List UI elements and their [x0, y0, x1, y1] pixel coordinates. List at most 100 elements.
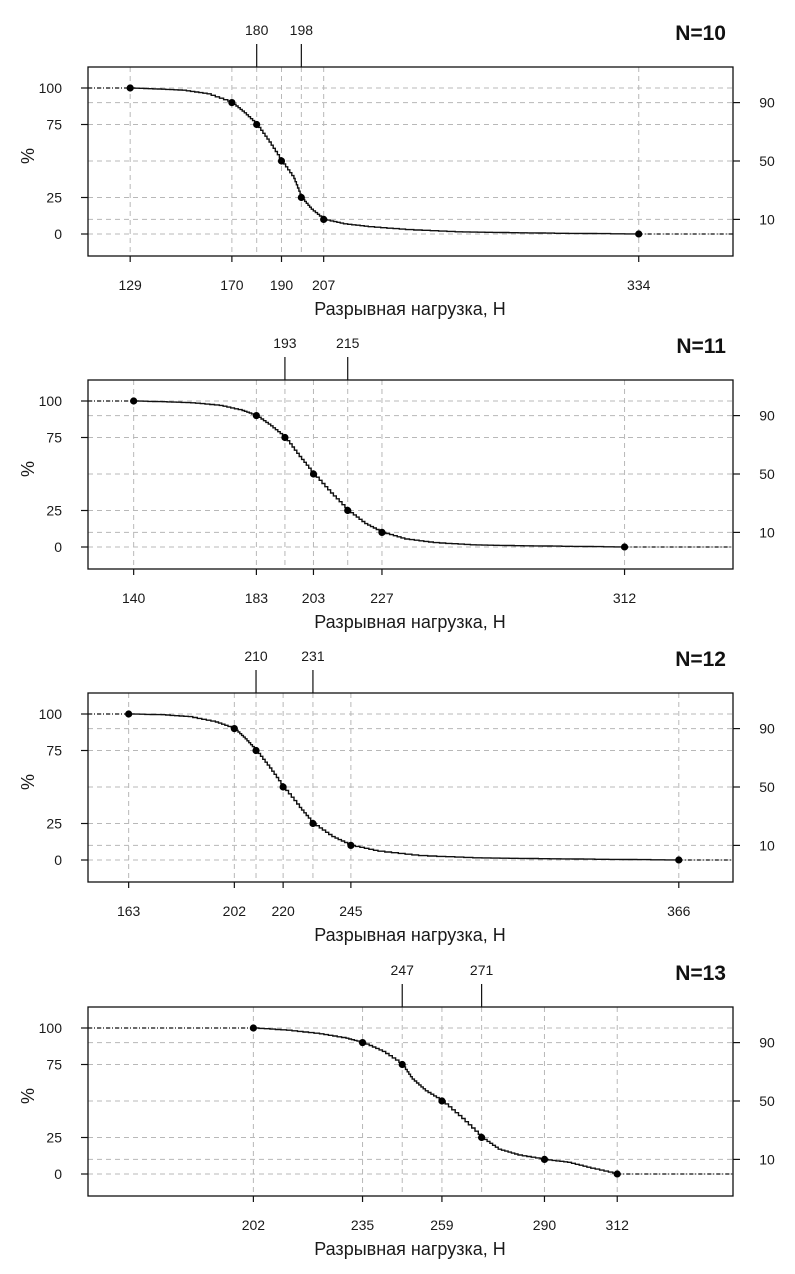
data-point [309, 819, 317, 828]
grid [88, 380, 733, 569]
y-tick-label-right: 10 [759, 524, 775, 540]
y-tick-label-right: 50 [759, 1093, 775, 1109]
data-point [252, 412, 260, 420]
y-tick-label-left: 25 [46, 503, 62, 519]
data-point [309, 470, 318, 478]
y-tick-label-right: 90 [759, 408, 775, 424]
x-axis-title: Разрывная нагрузка, Н [314, 612, 506, 632]
data-point [281, 433, 289, 442]
x-tick-label-bottom: 220 [271, 903, 295, 919]
data-point [320, 215, 328, 223]
panel-title: N=10 [675, 22, 726, 45]
x-tick-label-bottom: 366 [667, 903, 691, 919]
x-tick-label-bottom: 334 [627, 277, 651, 293]
data-point [230, 725, 238, 733]
y-tick-label-left: 100 [39, 80, 63, 96]
data-point [130, 397, 138, 405]
x-tick-label-top: 210 [244, 648, 268, 664]
x-tick-label-top: 231 [301, 648, 325, 664]
y-axis-title: % [18, 148, 38, 164]
x-tick-label-bottom: 312 [613, 590, 637, 606]
y-tick-label-right: 50 [759, 779, 775, 795]
x-tick-label-bottom: 190 [270, 277, 294, 293]
data-point [675, 856, 683, 864]
y-tick-label-left: 75 [46, 430, 62, 446]
data-point [620, 543, 629, 551]
x-tick-label-top: 215 [336, 335, 360, 351]
y-tick-label-left: 100 [39, 1020, 63, 1036]
chart-panel-1: 0 25 75 100 10 50 90 129 170 190 207 334 180 198 N=10 Р… [18, 22, 775, 319]
data-point [277, 157, 286, 165]
y-axis-title: % [18, 1088, 38, 1104]
y-tick-label-left: 75 [46, 1057, 62, 1073]
y-tick-label-right: 10 [759, 1151, 775, 1167]
plot-frame [87, 66, 734, 257]
data-point [438, 1097, 446, 1105]
plot-frame [87, 1006, 734, 1197]
x-axis-title: Разрывная нагрузка, Н [314, 925, 506, 945]
x-tick-label-bottom: 170 [220, 277, 244, 293]
data-point [297, 193, 305, 202]
y-tick-label-left: 25 [46, 816, 62, 832]
y-axis-title: % [18, 774, 38, 790]
x-tick-label-bottom: 245 [339, 903, 363, 919]
data-point [478, 1133, 486, 1142]
x-tick-label-bottom: 207 [312, 277, 336, 293]
x-tick-label-bottom: 312 [606, 1217, 630, 1233]
y-tick-label-right: 90 [759, 95, 775, 111]
data-point [228, 99, 236, 107]
x-tick-label-top: 247 [391, 962, 415, 978]
y-tick-label-left: 25 [46, 190, 62, 206]
x-tick-label-top: 271 [470, 962, 494, 978]
x-tick-label-top: 193 [273, 335, 297, 351]
data-point [344, 506, 352, 515]
x-tick-label-bottom: 163 [117, 903, 141, 919]
panel-title: N=13 [675, 962, 726, 985]
series-line [130, 87, 640, 235]
data-point [358, 1039, 367, 1047]
data-point [347, 841, 355, 850]
x-axis-title: Разрывная нагрузка, Н [314, 299, 506, 319]
x-tick-label-bottom: 129 [118, 277, 142, 293]
series-line [253, 1027, 618, 1174]
data-point [126, 84, 134, 92]
y-tick-label-left: 0 [54, 852, 62, 868]
x-tick-label-bottom: 259 [430, 1217, 454, 1233]
data-point [249, 1024, 257, 1032]
x-tick-label-bottom: 140 [122, 590, 146, 606]
y-tick-label-left: 0 [54, 226, 62, 242]
grid [88, 67, 733, 256]
x-tick-label-top: 198 [290, 22, 314, 38]
x-tick-label-bottom: 202 [242, 1217, 266, 1233]
data-point [398, 1060, 406, 1069]
series-line [133, 400, 626, 548]
y-tick-label-left: 75 [46, 743, 62, 759]
chart-panel-3: 0 25 75 100 10 50 90 163 202 220 245 366 210 231 N=12 Р… [18, 648, 775, 945]
x-tick-label-bottom: 227 [370, 590, 394, 606]
data-point [540, 1155, 549, 1163]
y-axis-title: % [18, 461, 38, 477]
chart-panel-2: 0 25 75 100 10 50 90 140 183 203 227 312 193 215 N=11 Р… [18, 335, 775, 632]
x-tick-label-bottom: 290 [533, 1217, 557, 1233]
x-tick-label-top: 180 [245, 22, 269, 38]
data-point [125, 710, 133, 718]
data-point [279, 783, 287, 791]
data-point [252, 746, 260, 755]
data-point [378, 528, 386, 537]
x-tick-label-bottom: 203 [302, 590, 326, 606]
data-point [635, 230, 643, 238]
y-tick-label-left: 0 [54, 539, 62, 555]
x-tick-label-bottom: 235 [351, 1217, 375, 1233]
x-tick-label-bottom: 183 [245, 590, 269, 606]
y-tick-label-left: 100 [39, 706, 63, 722]
y-tick-label-right: 10 [759, 211, 775, 227]
y-tick-label-right: 50 [759, 153, 775, 169]
panel-title: N=12 [675, 648, 726, 671]
y-tick-label-left: 100 [39, 393, 63, 409]
y-tick-label-right: 10 [759, 837, 775, 853]
data-point [613, 1170, 621, 1178]
y-tick-label-left: 0 [54, 1166, 62, 1182]
panel-title: N=11 [676, 335, 726, 358]
plot-frame [87, 379, 734, 570]
